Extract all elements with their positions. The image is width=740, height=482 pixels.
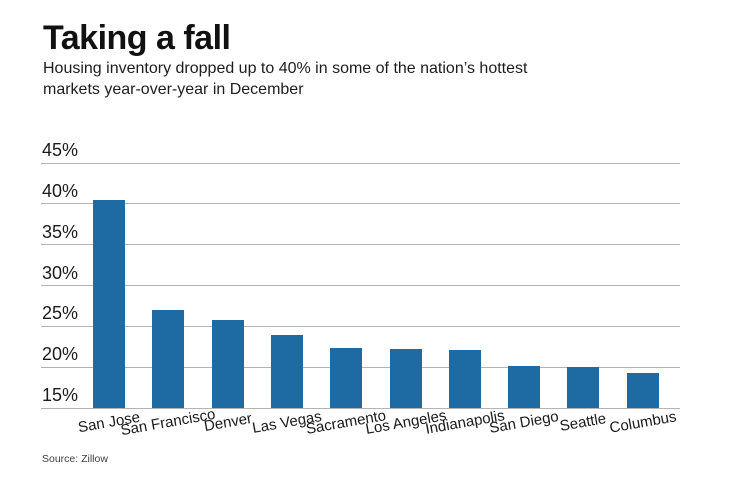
- bar-san-jose: [93, 199, 125, 408]
- x-tick-label-seattle: Seattle: [558, 410, 608, 435]
- y-tick-label-15: 15%: [42, 385, 79, 405]
- y-tick-label-35: 35%: [42, 221, 79, 242]
- chart-subtitle-line1: Housing inventory dropped up to 40% in s…: [43, 60, 528, 77]
- gridline-45: [41, 162, 680, 164]
- source-attribution: Source: Zillow: [42, 453, 108, 465]
- gridline-15: [41, 407, 680, 409]
- bar-chart-plot-area: 15% 20% 25% 30% 35% 40% 45% San Jose San Francis…: [41, 141, 680, 439]
- y-tick-label-20: 20%: [42, 344, 79, 365]
- bar-seattle: [567, 367, 600, 408]
- y-tick-label-30: 30%: [42, 262, 79, 283]
- bar-sacramento: [330, 347, 363, 408]
- x-tick-label-columbus: Columbus: [607, 408, 678, 437]
- bar-columbus: [626, 372, 659, 408]
- bar-san-francisco: [152, 310, 185, 408]
- gridline-25: [41, 325, 680, 327]
- y-tick-label-25: 25%: [42, 303, 79, 324]
- bar-san-diego: [508, 366, 541, 408]
- gridline-40: [41, 203, 680, 205]
- bar-las-vegas: [270, 334, 303, 408]
- y-tick-label-40: 40%: [42, 180, 79, 201]
- chart-subtitle: Housing inventory dropped up to 40% in s…: [43, 58, 527, 100]
- bar-denver: [211, 319, 244, 408]
- chart-title: Taking a fall: [43, 19, 231, 57]
- y-tick-label-45: 45%: [42, 140, 79, 160]
- bar-los-angeles: [389, 349, 422, 408]
- gridline-30: [41, 285, 680, 286]
- bar-indianapolis: [448, 350, 481, 408]
- chart-subtitle-line2: markets year-over-year in December: [43, 81, 304, 98]
- gridline-35: [41, 244, 680, 246]
